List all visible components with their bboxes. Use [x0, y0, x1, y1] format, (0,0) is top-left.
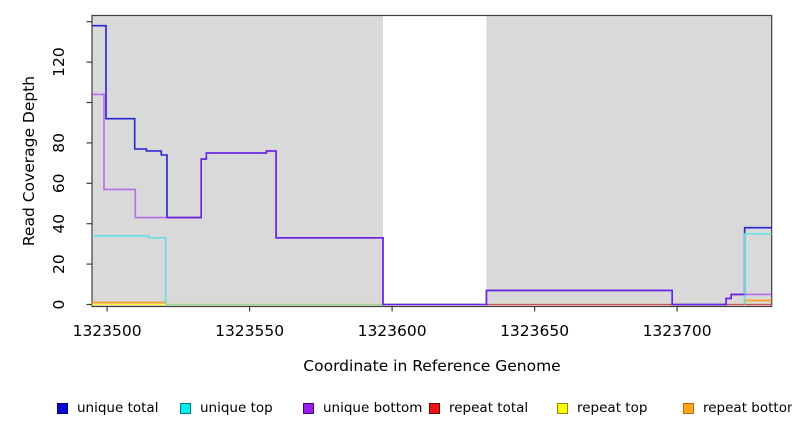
y-tick-label: 40 — [50, 214, 68, 234]
legend-item-unique-total: unique total — [57, 400, 158, 416]
x-tick-label: 1323600 — [358, 322, 427, 340]
covered-region-left — [92, 15, 383, 307]
x-tick-label: 1323650 — [500, 322, 569, 340]
legend-item-unique-top: unique top — [180, 400, 273, 416]
y-tick-label: 120 — [50, 47, 68, 77]
legend-item-repeat-total: repeat total — [429, 400, 528, 416]
uncovered-gap — [382, 15, 487, 307]
series-unique-bottom-line — [92, 93, 772, 306]
y-tick-label: 60 — [50, 173, 68, 193]
y-axis-title: Read Coverage Depth — [20, 75, 38, 247]
legend-swatch-icon — [303, 402, 314, 414]
legend-label: repeat top — [577, 400, 648, 416]
legend-item-unique-bottom: unique bottom — [303, 400, 422, 416]
y-tick-label: 80 — [50, 133, 68, 153]
legend-item-repeat-bottom: repeat bottom — [683, 400, 792, 416]
legend-label: unique top — [200, 400, 273, 416]
series-unique-top-line — [743, 233, 772, 305]
x-tick-label: 1323550 — [215, 322, 284, 340]
x-axis-title: Coordinate in Reference Genome — [303, 357, 561, 375]
legend-item-repeat-top: repeat top — [557, 400, 647, 416]
legend-swatch-icon — [180, 402, 191, 414]
x-tick-label: 1323700 — [643, 322, 712, 340]
legend-swatch-icon — [57, 402, 68, 414]
legend-swatch-icon — [557, 402, 568, 414]
series-unique-top-line — [92, 235, 167, 305]
legend-swatch-icon — [429, 402, 440, 414]
legend-label: repeat total — [449, 400, 529, 416]
legend-label: unique bottom — [323, 400, 423, 416]
y-tick-label: 20 — [50, 254, 68, 274]
x-tick-label: 1323500 — [73, 322, 142, 340]
legend-swatch-icon — [683, 402, 694, 414]
legend-label: unique total — [77, 400, 159, 416]
covered-region-right — [486, 15, 772, 307]
plot-border — [91, 14, 773, 308]
legend-label: repeat bottom — [703, 400, 792, 416]
y-tick-label: 0 — [50, 300, 68, 310]
